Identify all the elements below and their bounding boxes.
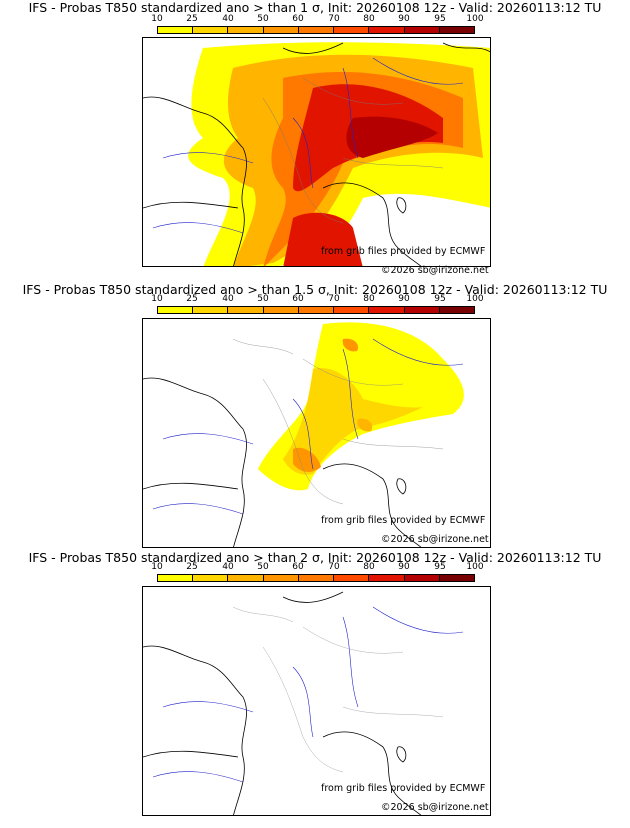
tick-label: 25 <box>186 14 198 24</box>
colorbar-segment <box>298 27 335 33</box>
probability-field <box>258 322 464 491</box>
colorbar-segment <box>298 307 335 313</box>
tick-label: 70 <box>328 14 340 24</box>
tick-label: 50 <box>257 294 269 304</box>
tick-label: 80 <box>363 14 375 24</box>
colorbar-segment <box>193 575 229 581</box>
panel-title: IFS - Probas T850 standardized ano > tha… <box>28 0 602 15</box>
panel-1: IFS - Probas T850 standardized ano > tha… <box>0 0 630 278</box>
colorbar-segment <box>158 307 194 313</box>
probability-map <box>142 318 491 548</box>
colorbar-segment <box>263 307 299 313</box>
colorbar-segment <box>369 575 405 581</box>
colorbar-segment <box>334 307 370 313</box>
tick-label: 100 <box>466 562 484 572</box>
tick-label: 40 <box>222 294 234 304</box>
tick-label: 40 <box>222 562 234 572</box>
colorbar-segment <box>369 27 405 33</box>
borders <box>262 77 444 224</box>
tick-label: 95 <box>434 562 446 572</box>
colorbar-segment <box>404 27 440 33</box>
colorbar-ticks: 10 25 40 50 60 70 80 90 95 100 <box>151 562 483 574</box>
tick-label: 25 <box>186 562 198 572</box>
tick-label: 60 <box>292 562 304 572</box>
tick-label: 70 <box>328 294 340 304</box>
colorbar-segment <box>439 27 474 33</box>
tick-label: 90 <box>398 294 410 304</box>
colorbar-segment <box>404 575 440 581</box>
tick-label: 40 <box>222 14 234 24</box>
colorbar-segment <box>263 27 299 33</box>
colorbar <box>157 26 475 34</box>
borders <box>232 338 444 505</box>
colorbar-segment <box>369 307 405 313</box>
tick-label: 10 <box>151 14 163 24</box>
tick-label: 60 <box>292 14 304 24</box>
tick-label: 80 <box>363 294 375 304</box>
tick-label: 50 <box>257 562 269 572</box>
colorbar-segment <box>193 27 229 33</box>
tick-label: 25 <box>186 294 198 304</box>
probability-map <box>142 37 491 267</box>
colorbar-segment <box>228 575 264 581</box>
colorbar-segment <box>228 307 264 313</box>
coastlines <box>143 377 422 547</box>
tick-label: 95 <box>434 14 446 24</box>
panel-3: IFS - Probas T850 standardized ano > tha… <box>0 548 630 828</box>
credit-copyright: ©2026 sb@irizone.net <box>381 534 489 545</box>
colorbar <box>157 306 475 314</box>
tick-label: 95 <box>434 294 446 304</box>
tick-label: 100 <box>466 14 484 24</box>
credit-copyright: ©2026 sb@irizone.net <box>381 265 489 276</box>
tick-label: 50 <box>257 14 269 24</box>
tick-label: 60 <box>292 294 304 304</box>
tick-label: 90 <box>398 562 410 572</box>
panel-title: IFS - Probas T850 standardized ano > tha… <box>28 550 602 565</box>
colorbar-segment <box>439 307 474 313</box>
probability-field <box>188 42 490 266</box>
tick-label: 70 <box>328 562 340 572</box>
colorbar-segment <box>158 575 194 581</box>
credit-source: from grib files provided by ECMWF <box>321 515 486 526</box>
colorbar-segment <box>439 575 474 581</box>
credit-copyright: ©2026 sb@irizone.net <box>381 802 489 813</box>
tick-label: 90 <box>398 14 410 24</box>
tick-label: 100 <box>466 294 484 304</box>
probability-map <box>142 586 491 816</box>
colorbar <box>157 574 475 582</box>
colorbar-ticks: 10 25 40 50 60 70 80 90 95 100 <box>151 14 483 26</box>
borders <box>232 606 444 773</box>
tick-label: 10 <box>151 294 163 304</box>
colorbar-segment <box>263 575 299 581</box>
colorbar-segment <box>334 27 370 33</box>
colorbar-segment <box>298 575 335 581</box>
colorbar-segment <box>158 27 194 33</box>
coastlines <box>143 42 490 266</box>
rivers <box>152 338 464 515</box>
panel-2: IFS - Probas T850 standardized ano > tha… <box>0 280 630 548</box>
colorbar-segment <box>334 575 370 581</box>
colorbar-segment <box>404 307 440 313</box>
rivers <box>152 606 464 783</box>
tick-label: 10 <box>151 562 163 572</box>
colorbar-segment <box>228 27 264 33</box>
colorbar-ticks: 10 25 40 50 60 70 80 90 95 100 <box>151 294 483 306</box>
credit-source: from grib files provided by ECMWF <box>321 783 486 794</box>
panel-title: IFS - Probas T850 standardized ano > tha… <box>22 282 608 297</box>
tick-label: 80 <box>363 562 375 572</box>
credit-source: from grib files provided by ECMWF <box>321 246 486 257</box>
coastlines <box>143 591 422 815</box>
rivers <box>152 57 464 234</box>
colorbar-segment <box>193 307 229 313</box>
